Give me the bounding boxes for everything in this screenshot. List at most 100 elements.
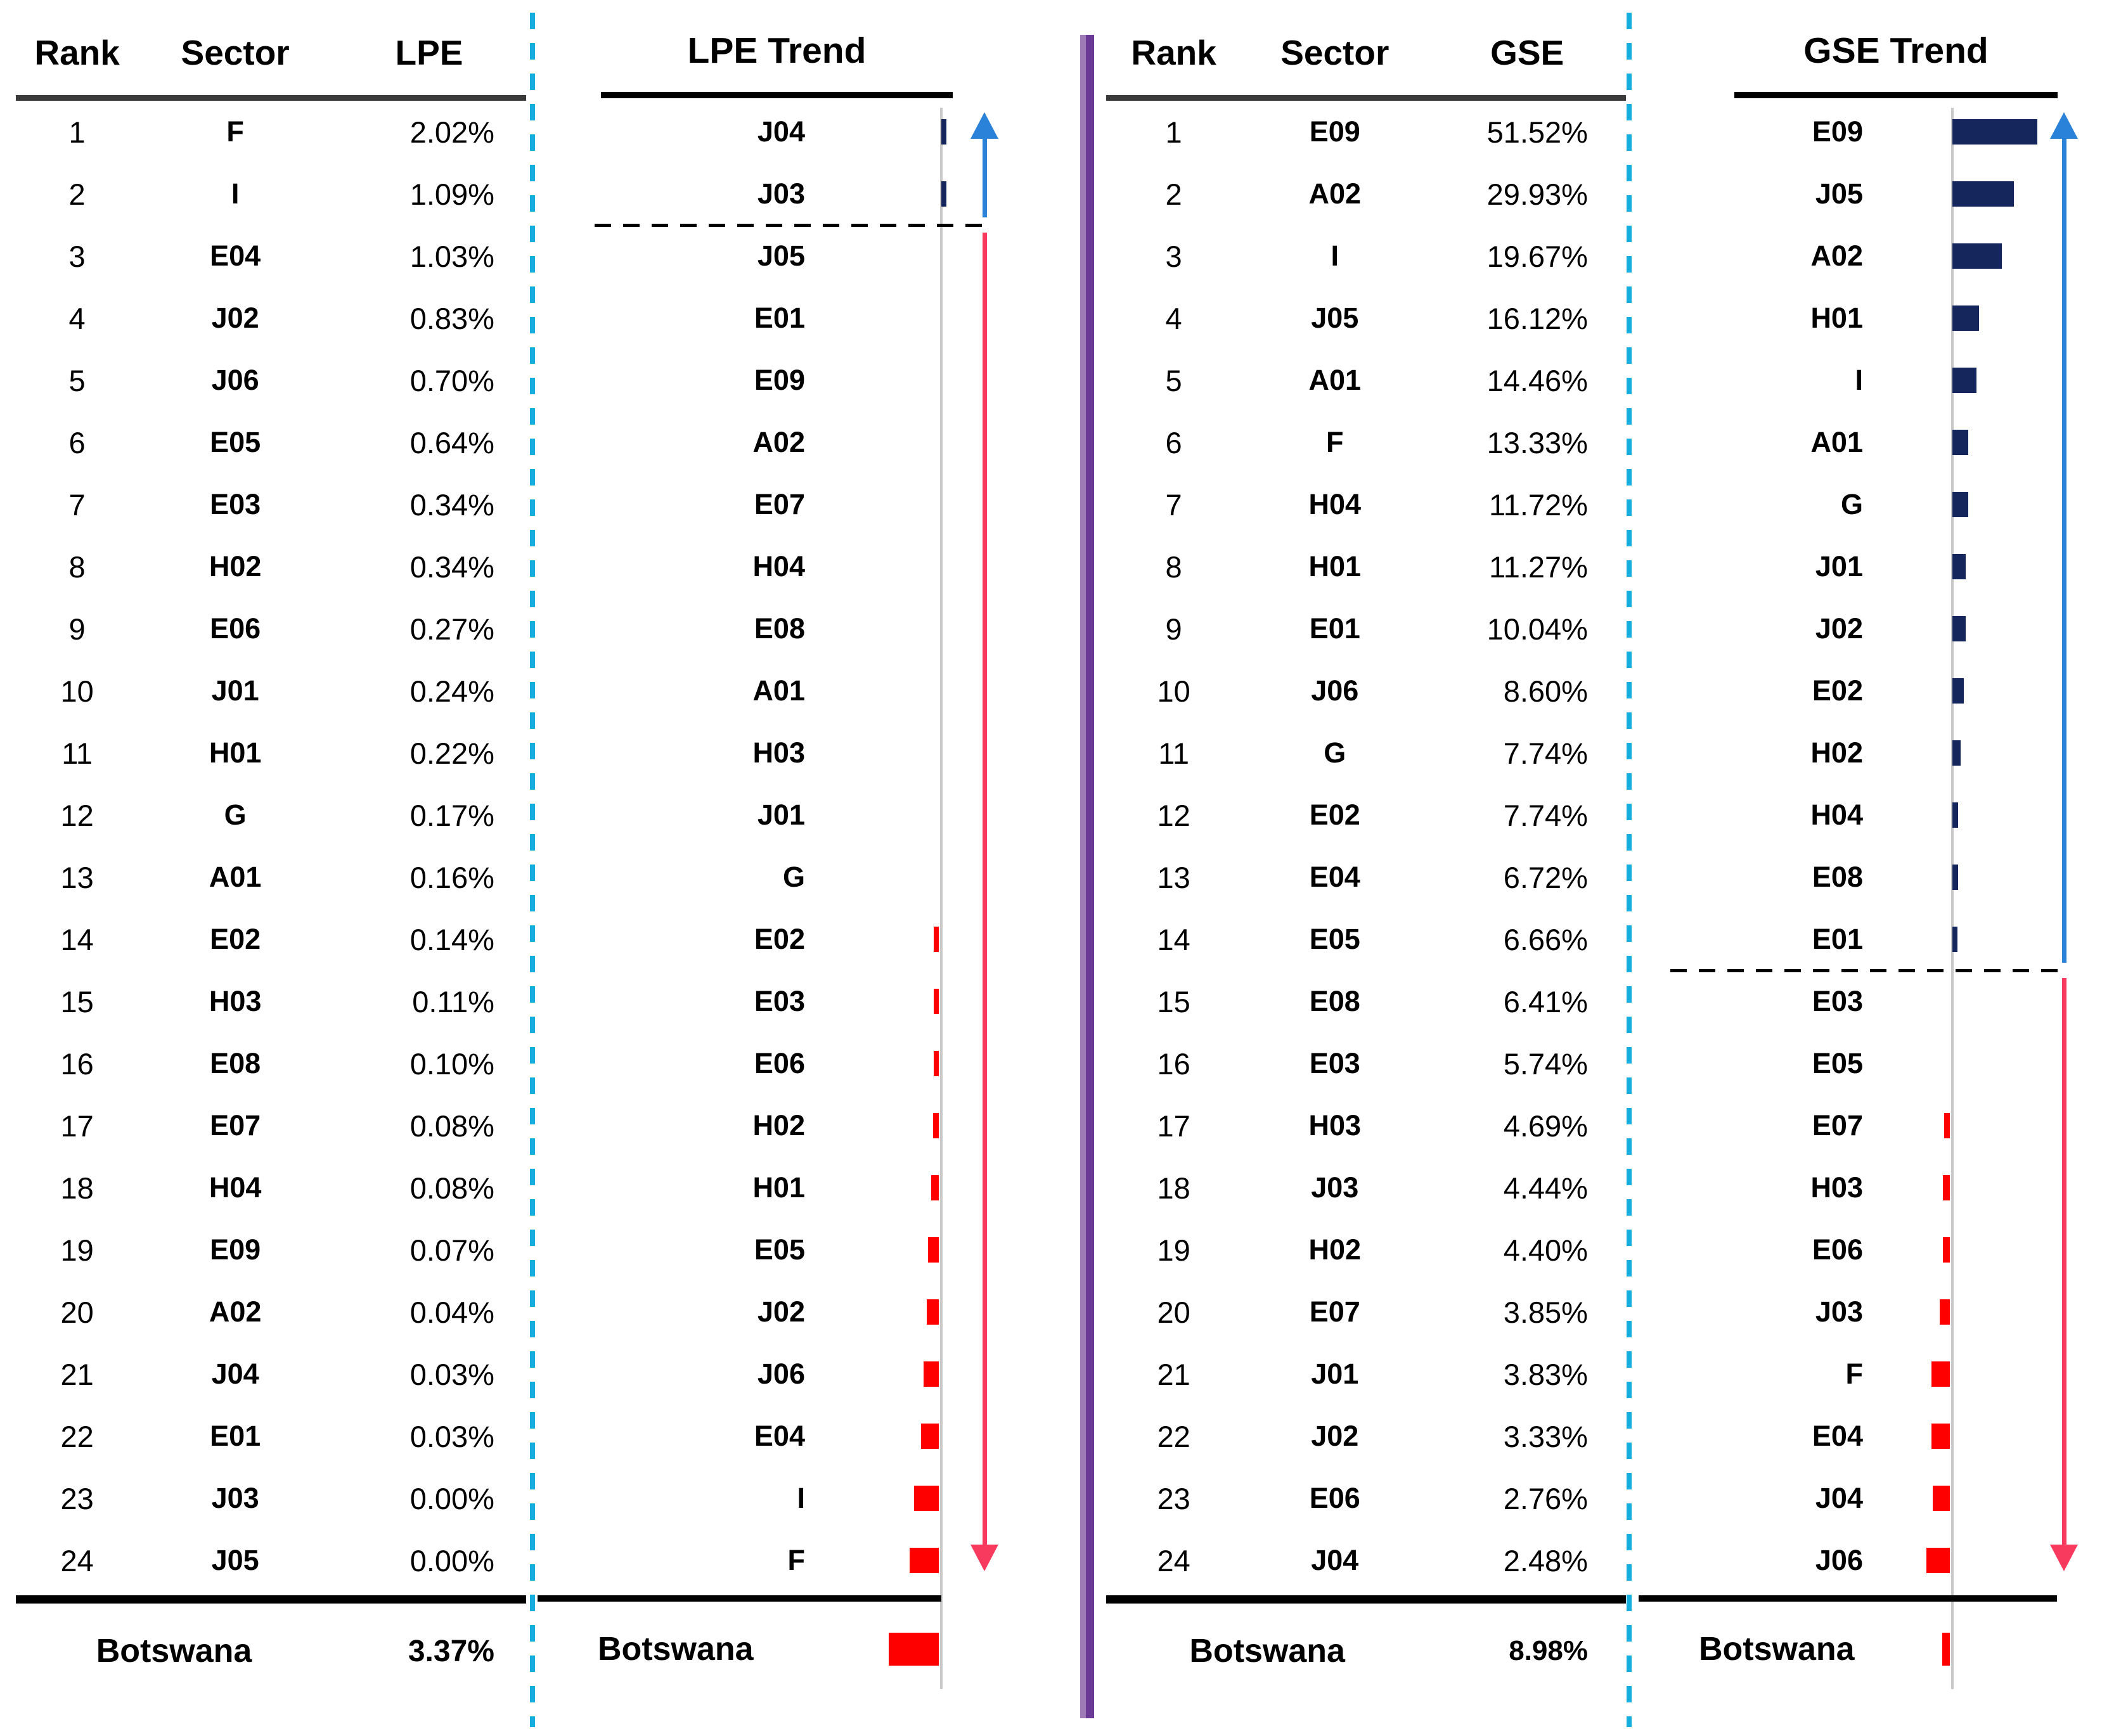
table-row: 11 H01 0.22% xyxy=(16,722,526,784)
lpe-trend-title-underline xyxy=(601,92,953,98)
rank-cell: 12 xyxy=(1157,798,1190,832)
rank-cell: 11 xyxy=(1158,736,1189,770)
trend-row: E08 xyxy=(538,598,1078,660)
trend-bar xyxy=(933,1113,939,1138)
trend-bar xyxy=(941,181,946,207)
trend-bar xyxy=(1952,181,2014,207)
trend-row-label: J02 xyxy=(1815,612,1863,645)
table-row: 21 J04 0.03% xyxy=(16,1343,526,1405)
rank-cell: 5 xyxy=(68,363,86,397)
table-row: 13 E04 6.72% xyxy=(1106,846,1626,908)
rank-cell: 9 xyxy=(68,612,86,646)
sector-cell: E06 xyxy=(210,612,261,645)
trend-row-label: E03 xyxy=(1812,985,1863,1017)
trend-row: E08 xyxy=(1639,846,2119,908)
rank-cell: 23 xyxy=(60,1481,94,1515)
rank-cell: 10 xyxy=(1157,674,1190,708)
trend-row: H01 xyxy=(1639,287,2119,349)
table-row: 4 J02 0.83% xyxy=(16,287,526,349)
trend-bar xyxy=(934,1051,939,1076)
down-trend-arrow xyxy=(2050,978,2078,1571)
trend-row-label: I xyxy=(1855,364,1863,396)
gse-table-header: Rank Sector GSE xyxy=(1106,10,1626,95)
sector-cell: I xyxy=(231,177,240,210)
trend-row-label: G xyxy=(1840,488,1863,520)
trend-row: G xyxy=(1639,473,2119,536)
rank-cell: 3 xyxy=(1165,239,1182,273)
table-row: 2 I 1.09% xyxy=(16,163,526,225)
trend-bar xyxy=(941,119,946,145)
table-row: 14 E02 0.14% xyxy=(16,908,526,970)
sector-cell: J01 xyxy=(211,674,259,707)
rank-cell: 21 xyxy=(1157,1357,1190,1391)
up-trend-arrow xyxy=(2050,112,2078,963)
value-cell: 7.74% xyxy=(1503,798,1588,832)
trend-row-label: E07 xyxy=(754,488,805,520)
sector-cell: E02 xyxy=(1309,799,1360,831)
value-cell: 0.34% xyxy=(409,550,494,584)
trend-bar xyxy=(889,1633,939,1666)
rank-cell: 4 xyxy=(1165,301,1182,335)
value-cell: 0.07% xyxy=(409,1233,494,1267)
lpe-trend-title: LPE Trend xyxy=(687,30,867,71)
trend-row-label: H02 xyxy=(752,1109,805,1141)
table-row: 2 A02 29.93% xyxy=(1106,163,1626,225)
sector-cell: H04 xyxy=(1308,488,1362,520)
table-row: 13 A01 0.16% xyxy=(16,846,526,908)
sector-cell: E05 xyxy=(1309,923,1360,955)
purple-center-divider xyxy=(1080,35,1094,1718)
table-row: 5 J06 0.70% xyxy=(16,349,526,411)
trend-row: A02 xyxy=(538,411,1078,473)
rank-cell: 14 xyxy=(1157,922,1190,956)
trend-row: E03 xyxy=(1639,970,2119,1032)
trend-row-label: E07 xyxy=(1812,1109,1863,1141)
trend-row-label: E03 xyxy=(754,985,805,1017)
trend-row-label: E08 xyxy=(1812,861,1863,893)
rank-cell: 12 xyxy=(60,798,94,832)
sector-cell: E05 xyxy=(210,426,261,458)
trend-row: E04 xyxy=(538,1405,1078,1467)
sector-cell: E08 xyxy=(1309,985,1360,1017)
trend-bar xyxy=(1952,554,1966,579)
trend-row: J04 xyxy=(538,101,1078,163)
table-row: 19 E09 0.07% xyxy=(16,1219,526,1281)
table-row: 22 E01 0.03% xyxy=(16,1405,526,1467)
trend-row: A01 xyxy=(538,660,1078,722)
value-cell: 0.04% xyxy=(409,1295,494,1329)
trend-row-label: H01 xyxy=(1810,302,1863,334)
lpe-table-header: Rank Sector LPE xyxy=(16,10,526,95)
sector-cell: H04 xyxy=(209,1171,262,1204)
sector-cell: H01 xyxy=(1308,550,1362,582)
gse-header-value: GSE xyxy=(1490,32,1564,72)
trend-bar xyxy=(1952,119,2037,145)
table-row: 24 J04 2.48% xyxy=(1106,1529,1626,1591)
table-row: 20 E07 3.85% xyxy=(1106,1281,1626,1343)
trend-bar xyxy=(1942,1633,1950,1666)
down-trend-arrow xyxy=(970,233,998,1571)
sector-cell: F xyxy=(226,115,244,148)
trend-row-label: E09 xyxy=(1812,115,1863,148)
trend-row: J06 xyxy=(1639,1529,2119,1591)
trend-bar xyxy=(1940,1299,1950,1325)
trend-row: E03 xyxy=(538,970,1078,1032)
sector-cell: J04 xyxy=(211,1358,259,1390)
trend-row: E01 xyxy=(1639,908,2119,970)
up-trend-arrow xyxy=(970,112,998,217)
rank-cell: 3 xyxy=(68,239,86,273)
trend-row: F xyxy=(1639,1343,2119,1405)
trend-row: H01 xyxy=(538,1157,1078,1219)
value-cell: 2.48% xyxy=(1503,1543,1588,1578)
trend-row: H02 xyxy=(1639,722,2119,784)
trend-row: H03 xyxy=(538,722,1078,784)
sector-cell: E07 xyxy=(1309,1296,1360,1328)
value-cell: 11.72% xyxy=(1489,487,1588,522)
table-row: 22 J02 3.33% xyxy=(1106,1405,1626,1467)
value-cell: 11.27% xyxy=(1489,550,1588,584)
trend-bar xyxy=(1952,430,1968,455)
table-row: 21 J01 3.83% xyxy=(1106,1343,1626,1405)
sector-cell: A01 xyxy=(209,861,262,893)
sector-cell: H02 xyxy=(209,550,262,582)
trend-row: J02 xyxy=(538,1281,1078,1343)
value-cell: 6.72% xyxy=(1503,860,1588,894)
value-cell: 0.03% xyxy=(409,1419,494,1453)
